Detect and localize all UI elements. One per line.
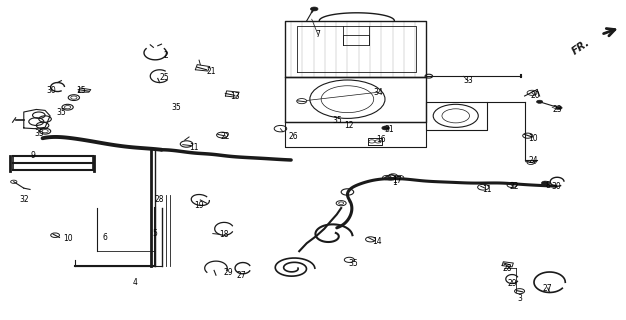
Text: 27: 27 <box>236 271 246 280</box>
Text: 4: 4 <box>132 278 137 287</box>
Text: 27: 27 <box>543 284 553 293</box>
Text: 34: 34 <box>374 88 384 97</box>
Text: 22: 22 <box>220 132 230 141</box>
Text: 30: 30 <box>46 86 56 95</box>
Text: 31: 31 <box>384 125 394 134</box>
Text: 25: 25 <box>159 73 169 82</box>
Text: 8: 8 <box>545 181 550 190</box>
Text: 29: 29 <box>223 268 233 277</box>
Circle shape <box>536 100 543 103</box>
Text: 7: 7 <box>316 30 321 39</box>
Text: 23: 23 <box>552 105 562 114</box>
Text: 1: 1 <box>392 178 397 187</box>
Text: 2: 2 <box>163 52 168 60</box>
Text: 12: 12 <box>344 121 354 130</box>
Text: 35: 35 <box>56 108 66 117</box>
Text: 11: 11 <box>189 143 199 152</box>
Text: 35: 35 <box>172 103 182 112</box>
Text: 29: 29 <box>507 279 517 288</box>
Text: 32: 32 <box>19 195 29 204</box>
Circle shape <box>541 181 549 185</box>
Text: 20: 20 <box>530 91 540 100</box>
Text: 19: 19 <box>194 201 204 210</box>
Text: 13: 13 <box>230 92 240 101</box>
Text: 33: 33 <box>463 76 473 85</box>
Text: 35: 35 <box>332 116 342 125</box>
Circle shape <box>382 126 389 130</box>
Text: 9: 9 <box>30 151 35 160</box>
Text: 16: 16 <box>376 135 386 144</box>
Text: 5: 5 <box>153 229 158 238</box>
Text: 15: 15 <box>76 86 86 95</box>
Text: 30: 30 <box>551 182 561 191</box>
Text: 11: 11 <box>482 185 492 194</box>
Text: 22: 22 <box>510 182 520 191</box>
Text: 28: 28 <box>502 264 512 273</box>
Text: 26: 26 <box>288 132 298 141</box>
Text: 10: 10 <box>528 134 538 143</box>
Text: 3: 3 <box>517 294 522 303</box>
Text: 17: 17 <box>393 176 403 185</box>
Text: FR.: FR. <box>570 38 592 57</box>
Text: 18: 18 <box>219 230 229 239</box>
Text: 6: 6 <box>103 233 108 242</box>
Text: 21: 21 <box>207 67 217 76</box>
Text: 28: 28 <box>155 196 165 204</box>
Text: 35: 35 <box>349 260 359 268</box>
Text: 10: 10 <box>63 234 73 243</box>
Text: 35: 35 <box>34 129 44 138</box>
Text: 14: 14 <box>372 237 382 246</box>
Circle shape <box>310 7 318 11</box>
Circle shape <box>556 106 562 109</box>
Text: 24: 24 <box>528 156 538 165</box>
